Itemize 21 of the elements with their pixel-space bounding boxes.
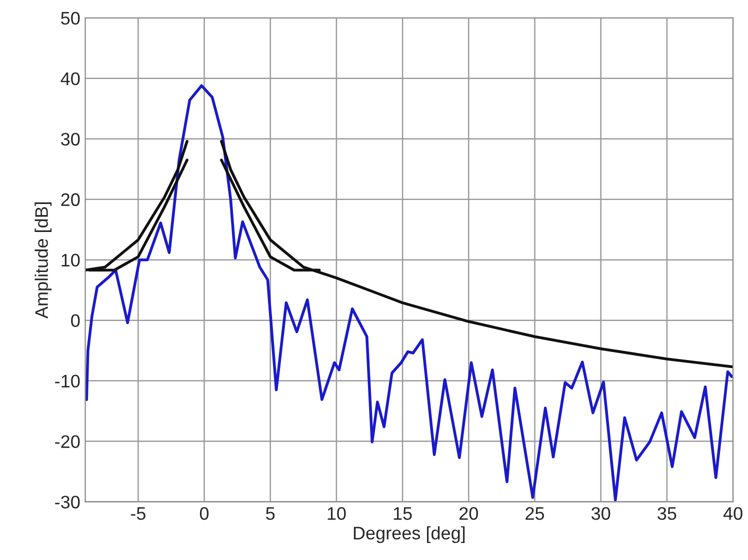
x-tick-label: 40 [723,507,742,520]
y-tick-label: -30 [55,496,80,508]
y-tick-label: 40 [60,72,80,86]
x-tick-label: 30 [591,507,610,520]
x-tick-label: 0 [200,507,209,520]
x-axis-title: Degrees [deg] [354,526,465,544]
y-tick-label: 30 [61,132,80,146]
y-tick-label: 50 [61,12,80,25]
y-axis-title: Amplitude [dB] [34,202,52,319]
x-tick-label: -5 [130,507,146,520]
y-tick-label: 20 [61,193,80,206]
x-tick-label: 10 [328,507,346,520]
y-tick-label: 0 [71,314,80,328]
x-tick-label: 35 [658,507,676,520]
y-tick-label: 10 [62,254,80,267]
x-tick-label: 20 [460,507,478,520]
x-tick-label: 25 [526,507,544,520]
x-tick-label: 5 [266,507,275,520]
y-tick-label: -20 [55,435,80,448]
x-tick-label: 15 [394,507,412,520]
y-tick-label: -10 [55,374,80,388]
